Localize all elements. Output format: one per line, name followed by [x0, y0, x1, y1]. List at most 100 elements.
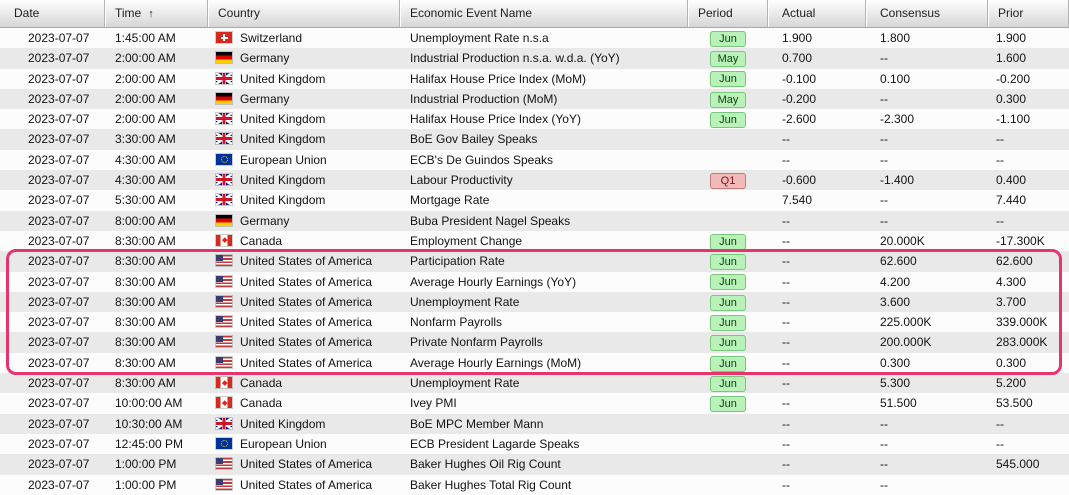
- cell-prior: 545.000: [996, 457, 1040, 472]
- table-row[interactable]: 2023-07-07 12:45:00 PM European Union ECB P…: [0, 433, 1069, 455]
- cell-actual: --: [782, 355, 790, 370]
- table-row[interactable]: 2023-07-07 3:30:00 AM United Kingdom BoE Go…: [0, 129, 1069, 150]
- table-row[interactable]: 2023-07-07 5:30:00 AM United Kingdom Mortga…: [0, 190, 1069, 211]
- cell-consensus: 225.000K: [880, 315, 932, 330]
- cell-period: [688, 190, 768, 210]
- cell-event: Baker Hughes Oil Rig Count: [410, 457, 561, 472]
- column-header-country[interactable]: Country: [208, 0, 400, 27]
- cell-date: 2023-07-07: [28, 355, 90, 370]
- de-flag-icon: [216, 92, 232, 104]
- cell-actual: -0.600: [782, 173, 817, 188]
- table-row[interactable]: 2023-07-07 8:30:00 AM United States of Ame…: [0, 312, 1069, 333]
- cell-event: Unemployment Rate n.s.a: [410, 31, 549, 45]
- cell-time: 8:00:00 AM: [115, 213, 176, 228]
- cell-time: 8:30:00 AM: [115, 315, 176, 330]
- table-row[interactable]: 2023-07-07 8:30:00 AM United States of Ame…: [0, 291, 1069, 313]
- period-badge: May: [710, 91, 746, 108]
- cell-date: 2023-07-07: [28, 396, 90, 411]
- ca-flag-icon: [216, 397, 232, 409]
- cell-consensus: 4.200: [880, 274, 911, 289]
- column-header-actual[interactable]: Actual: [768, 0, 866, 27]
- cell-consensus: --: [880, 132, 888, 147]
- us-flag-icon: [216, 295, 232, 307]
- us-flag-icon: [216, 255, 232, 267]
- table-row[interactable]: 2023-07-07 8:30:00 AM United States of Ame…: [0, 271, 1069, 292]
- table-row[interactable]: 2023-07-07 1:00:00 PM United States of Ame…: [0, 474, 1069, 495]
- column-header-prior-label: Prior: [998, 6, 1024, 20]
- us-flag-icon: [216, 458, 232, 470]
- cell-period: [688, 454, 768, 474]
- table-row[interactable]: 2023-07-07 2:00:00 AM Germany Industrial Pr…: [0, 48, 1069, 69]
- sort-ascending-icon: ↑: [148, 8, 154, 20]
- period-badge: Jun: [710, 355, 746, 372]
- table-row[interactable]: 2023-07-07 10:00:00 AM Canada Ivey PMI Jun --…: [0, 393, 1069, 414]
- gb-flag-icon: [216, 174, 232, 186]
- table-header: Date Time ↑ Country Economic Event Name P…: [0, 0, 1069, 28]
- column-header-event[interactable]: Economic Event Name: [400, 0, 688, 27]
- cell-actual: --: [782, 335, 790, 350]
- table-row[interactable]: 2023-07-07 2:00:00 AM Germany Industrial Pr…: [0, 88, 1069, 110]
- cell-period: Jun: [688, 251, 768, 271]
- column-header-consensus[interactable]: Consensus: [866, 0, 988, 27]
- cell-consensus: --: [880, 152, 888, 167]
- cell-event: BoE MPC Member Mann: [410, 416, 544, 431]
- cell-event: Baker Hughes Total Rig Count: [410, 477, 572, 492]
- table-row[interactable]: 2023-07-07 4:30:00 AM European Union ECB's …: [0, 149, 1069, 171]
- cell-consensus: --: [880, 436, 888, 451]
- column-header-period[interactable]: Period: [688, 0, 768, 27]
- cell-period: [688, 475, 768, 495]
- cell-date: 2023-07-07: [28, 477, 90, 492]
- table-row[interactable]: 2023-07-07 10:30:00 AM United Kingdom BoE M…: [0, 413, 1069, 434]
- us-flag-icon: [216, 356, 232, 368]
- table-row[interactable]: 2023-07-07 1:00:00 PM United States of Ame…: [0, 454, 1069, 475]
- cell-date: 2023-07-07: [28, 71, 90, 86]
- period-badge: Jun: [710, 335, 746, 352]
- cell-consensus: --: [880, 416, 888, 431]
- period-badge: Jun: [710, 254, 746, 271]
- table-row[interactable]: 2023-07-07 8:00:00 AM Germany Buba Presiden…: [0, 210, 1069, 231]
- table-row[interactable]: 2023-07-07 8:30:00 AM Canada Employment Cha…: [0, 230, 1069, 252]
- cell-prior: -0.200: [996, 71, 1031, 86]
- cell-consensus: 5.300: [880, 376, 911, 391]
- cell-time: 10:30:00 AM: [115, 416, 183, 431]
- column-header-prior[interactable]: Prior: [988, 0, 1069, 27]
- cell-event: Labour Productivity: [410, 173, 513, 188]
- table-body: 2023-07-07 1:45:00 AM Switzerland Unemploym…: [0, 28, 1069, 495]
- cell-time: 12:45:00 PM: [115, 436, 184, 451]
- cell-date: 2023-07-07: [28, 233, 90, 248]
- column-header-time[interactable]: Time ↑: [105, 0, 208, 27]
- cell-date: 2023-07-07: [28, 193, 90, 208]
- table-row[interactable]: 2023-07-07 8:30:00 AM United States of Ame…: [0, 352, 1069, 374]
- cell-prior: 5.200: [996, 376, 1027, 391]
- cell-country: Canada: [208, 231, 400, 251]
- eu-flag-icon: [216, 437, 232, 449]
- cell-country: United States of America: [208, 353, 400, 373]
- cell-country: United States of America: [208, 332, 400, 352]
- cell-consensus: --: [880, 213, 888, 228]
- cell-actual: --: [782, 436, 790, 451]
- cell-prior: --: [996, 436, 1004, 451]
- cell-period: Jun: [688, 393, 768, 413]
- cell-event: ECB's De Guindos Speaks: [410, 152, 554, 167]
- cell-time: 1:00:00 PM: [115, 477, 177, 492]
- table-row[interactable]: 2023-07-07 8:30:00 AM Canada Unemployment R…: [0, 373, 1069, 394]
- cell-country: Canada: [208, 373, 400, 393]
- table-row[interactable]: 2023-07-07 2:00:00 AM United Kingdom Halifa…: [0, 109, 1069, 130]
- table-row[interactable]: 2023-07-07 1:45:00 AM Switzerland Unemploym…: [0, 28, 1069, 49]
- ca-flag-icon: [216, 377, 232, 389]
- cell-event: Nonfarm Payrolls: [410, 315, 503, 330]
- table-row[interactable]: 2023-07-07 4:30:00 AM United Kingdom Labour…: [0, 170, 1069, 191]
- cell-consensus: 0.300: [880, 355, 911, 370]
- column-header-date[interactable]: Date: [0, 0, 105, 27]
- table-row[interactable]: 2023-07-07 8:30:00 AM United States of Ame…: [0, 251, 1069, 272]
- period-badge: Jun: [710, 233, 746, 250]
- cell-date: 2023-07-07: [28, 254, 90, 269]
- column-header-period-label: Period: [698, 6, 733, 20]
- table-row[interactable]: 2023-07-07 2:00:00 AM United Kingdom Halifa…: [0, 68, 1069, 89]
- cell-country: United States of America: [208, 251, 400, 271]
- cell-country: United Kingdom: [208, 414, 400, 434]
- cell-consensus: --: [880, 477, 888, 492]
- table-row[interactable]: 2023-07-07 8:30:00 AM United States of Ame…: [0, 332, 1069, 353]
- eu-flag-icon: [216, 153, 232, 165]
- cell-period: May: [688, 48, 768, 68]
